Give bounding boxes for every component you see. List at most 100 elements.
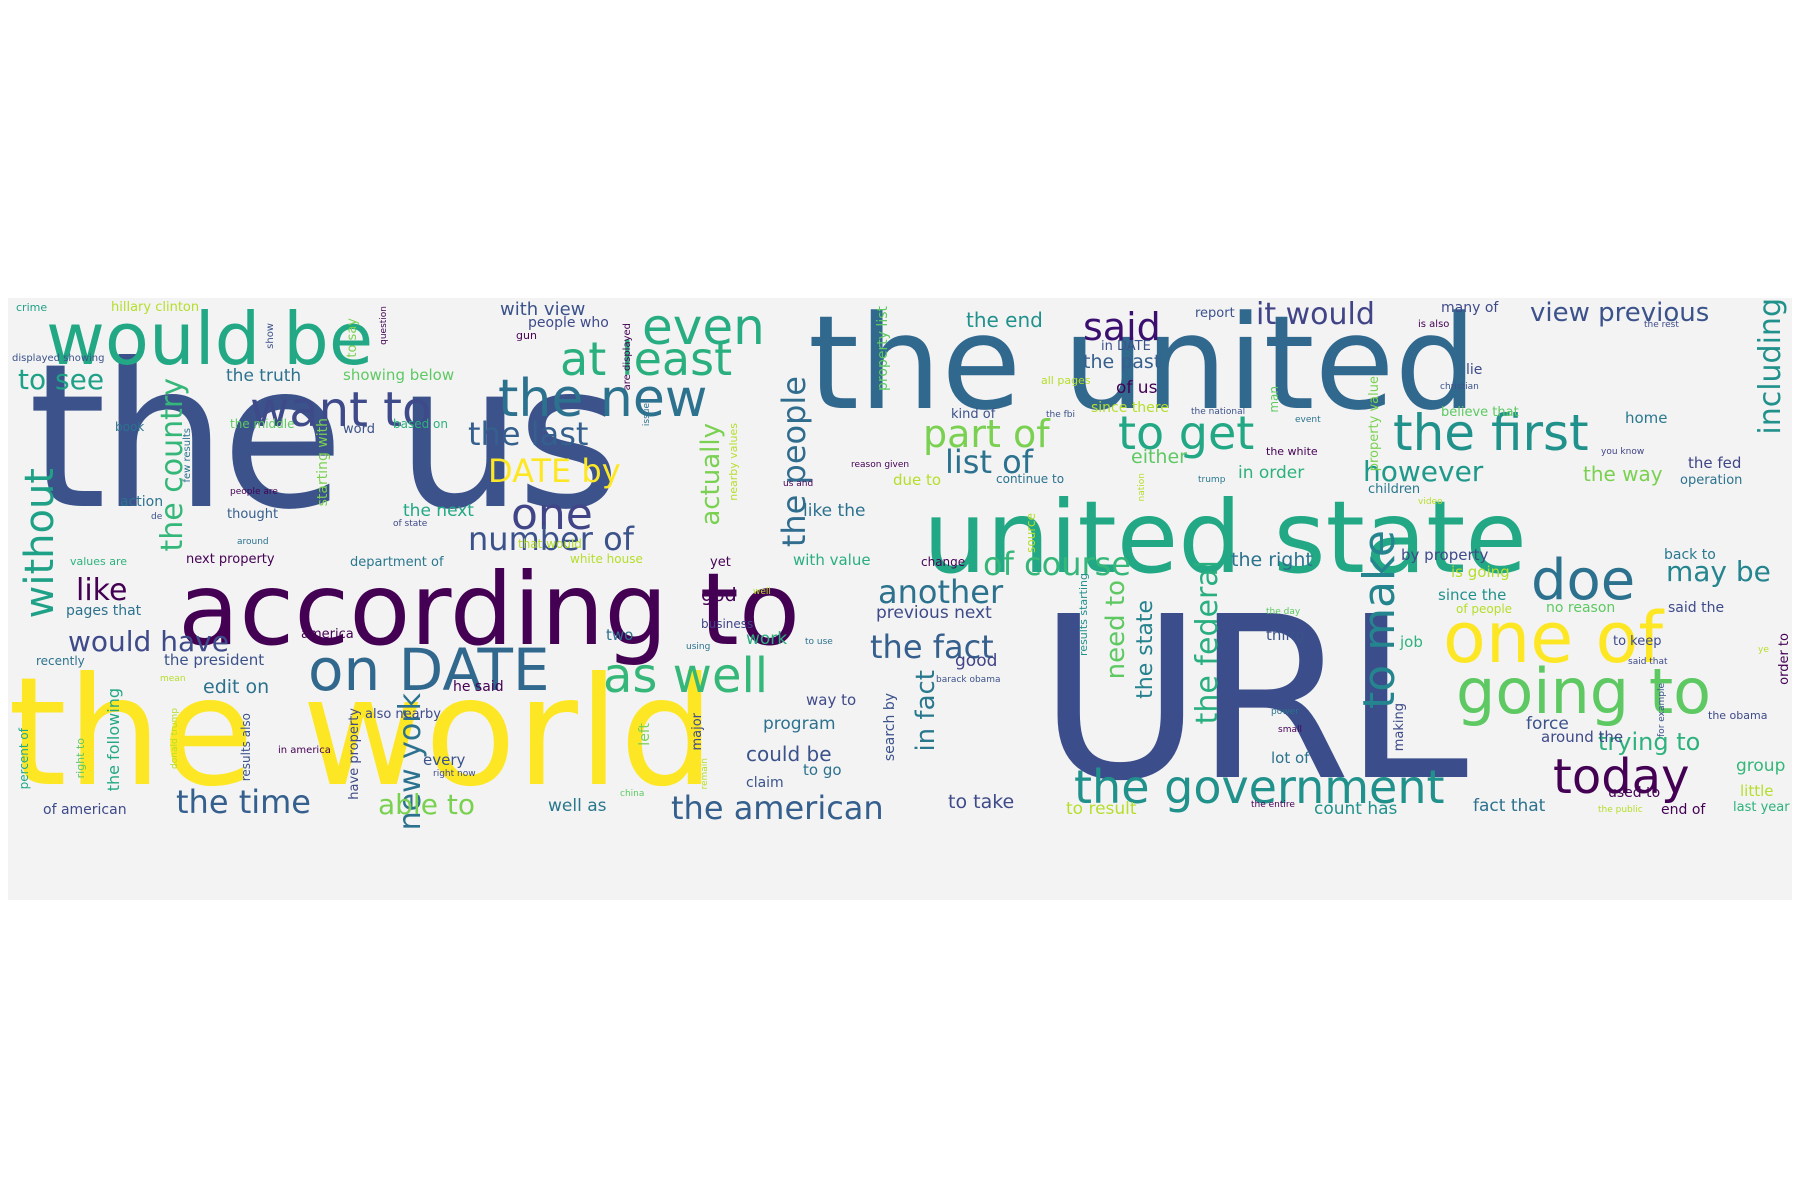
word: right now <box>433 769 476 779</box>
word: crime <box>16 301 48 314</box>
word: either <box>1131 446 1187 468</box>
word: event <box>1295 415 1321 425</box>
word: you know <box>1601 447 1645 457</box>
word: ye <box>1758 645 1769 655</box>
word: the president <box>164 651 265 669</box>
word: trying to <box>1598 728 1701 756</box>
word: count has <box>1314 799 1398 819</box>
word: next property <box>186 552 275 567</box>
word: kind of <box>951 407 996 422</box>
word: of american <box>43 802 127 818</box>
word: at least <box>560 332 733 386</box>
word: trump <box>1198 475 1226 485</box>
word: since the <box>1438 586 1507 604</box>
word: said <box>1083 305 1161 349</box>
word: according to <box>178 551 801 668</box>
word: on DATE <box>308 636 550 704</box>
word: it would <box>1256 298 1375 332</box>
word: like the <box>803 501 866 521</box>
word: remain <box>700 758 710 790</box>
word: thought <box>227 507 279 522</box>
word: yet <box>710 555 731 570</box>
word: the middle <box>230 417 295 431</box>
word: the fbi <box>1046 410 1076 420</box>
word: including <box>1753 298 1788 435</box>
word: the us <box>28 321 621 554</box>
word: pages that <box>66 603 142 619</box>
word: the white <box>1266 445 1318 458</box>
word: program <box>763 714 836 734</box>
word: DATE by <box>488 452 621 490</box>
word: back to <box>1664 547 1716 563</box>
word: man <box>1267 386 1281 413</box>
word: around the <box>1541 728 1624 746</box>
word: people are <box>230 487 278 497</box>
word: actually <box>696 423 726 526</box>
word: previous next <box>876 603 992 623</box>
word: fact that <box>1473 796 1546 816</box>
word: may be <box>1666 555 1771 588</box>
word: the right <box>1231 549 1313 571</box>
word: the national <box>1191 407 1246 417</box>
word: going to <box>1456 655 1712 728</box>
word: thing <box>1266 626 1305 644</box>
word: home <box>1625 409 1668 427</box>
word: the fed <box>1688 454 1742 472</box>
word: the following <box>104 688 123 792</box>
word: lie <box>1466 362 1483 378</box>
word: list of <box>945 443 1034 481</box>
word: last year <box>1733 800 1790 815</box>
word: the american <box>671 789 884 827</box>
word: have property <box>347 708 362 800</box>
word: people who <box>528 315 609 331</box>
word: group <box>1736 756 1786 776</box>
word: doe <box>1531 548 1636 613</box>
word: show <box>265 323 276 349</box>
word: even <box>642 298 765 356</box>
word: end of <box>1661 802 1706 818</box>
word: with value <box>793 551 871 569</box>
word: to keep <box>1613 634 1662 649</box>
word: displayed showing <box>12 353 105 364</box>
word: need to <box>1101 580 1131 680</box>
word: to go <box>803 761 842 779</box>
word: christian <box>1440 382 1479 392</box>
word: us and <box>783 479 814 489</box>
word: the federal <box>1190 560 1225 725</box>
word: reason given <box>851 460 910 470</box>
word: little <box>1740 782 1774 800</box>
word: one <box>511 489 593 540</box>
word: the united <box>808 298 1478 439</box>
word: the entire <box>1251 800 1295 810</box>
word: the government <box>1074 760 1445 814</box>
word: the state <box>1133 600 1158 699</box>
word: the new <box>498 369 708 429</box>
word: able to <box>378 788 475 821</box>
word: department of <box>350 555 444 570</box>
word: is also <box>1418 319 1450 330</box>
word: the world <box>8 646 715 820</box>
word: barack obama <box>936 675 1001 685</box>
word: values are <box>70 555 128 568</box>
word: results starting <box>1077 573 1090 656</box>
word: for example <box>1657 683 1667 737</box>
word: recently <box>36 654 85 668</box>
word: power <box>1271 707 1299 717</box>
word: well as <box>548 796 607 816</box>
word: want to <box>250 382 432 438</box>
word: to get <box>1118 406 1255 460</box>
word: today <box>1553 749 1690 805</box>
word: number of <box>468 520 634 558</box>
word: mean <box>160 674 186 684</box>
word: to say <box>345 318 360 358</box>
word: the time <box>176 783 311 821</box>
word: showing below <box>343 366 455 384</box>
word: the way <box>1583 462 1663 486</box>
word: question <box>379 306 389 345</box>
word: force <box>1526 714 1569 734</box>
word: without <box>17 468 63 619</box>
word: issue <box>642 403 652 427</box>
word: is going <box>1451 563 1510 581</box>
word: as well <box>603 648 769 704</box>
word: in america <box>278 745 331 756</box>
